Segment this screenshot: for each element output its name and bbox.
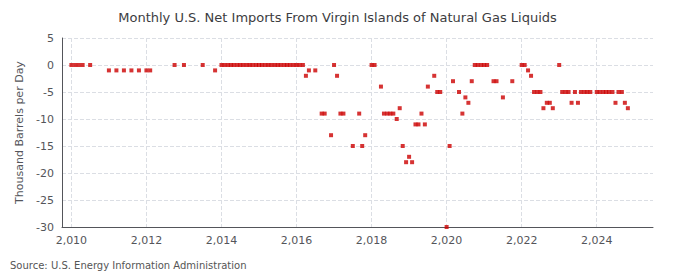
- svg-text:Thousand Barrels per Day: Thousand Barrels per Day: [13, 61, 26, 205]
- svg-text:-20: -20: [36, 167, 54, 180]
- svg-text:2,018: 2,018: [356, 234, 388, 247]
- svg-text:-15: -15: [36, 140, 54, 153]
- svg-text:2,022: 2,022: [506, 234, 538, 247]
- svg-text:0: 0: [47, 59, 54, 72]
- svg-text:5: 5: [47, 32, 54, 45]
- svg-text:Monthly U.S. Net Imports From: Monthly U.S. Net Imports From Virgin Isl…: [118, 10, 557, 25]
- svg-text:2,014: 2,014: [206, 234, 238, 247]
- svg-text:Source: U.S. Energy Informatio: Source: U.S. Energy Information Administ…: [10, 260, 247, 271]
- svg-text:-10: -10: [36, 113, 54, 126]
- svg-text:2,024: 2,024: [581, 234, 613, 247]
- svg-text:-30: -30: [36, 221, 54, 234]
- svg-text:2,016: 2,016: [281, 234, 313, 247]
- svg-text:-5: -5: [43, 86, 54, 99]
- svg-text:2,010: 2,010: [56, 234, 88, 247]
- svg-text:-25: -25: [36, 194, 54, 207]
- svg-text:2,020: 2,020: [431, 234, 463, 247]
- svg-text:2,012: 2,012: [131, 234, 163, 247]
